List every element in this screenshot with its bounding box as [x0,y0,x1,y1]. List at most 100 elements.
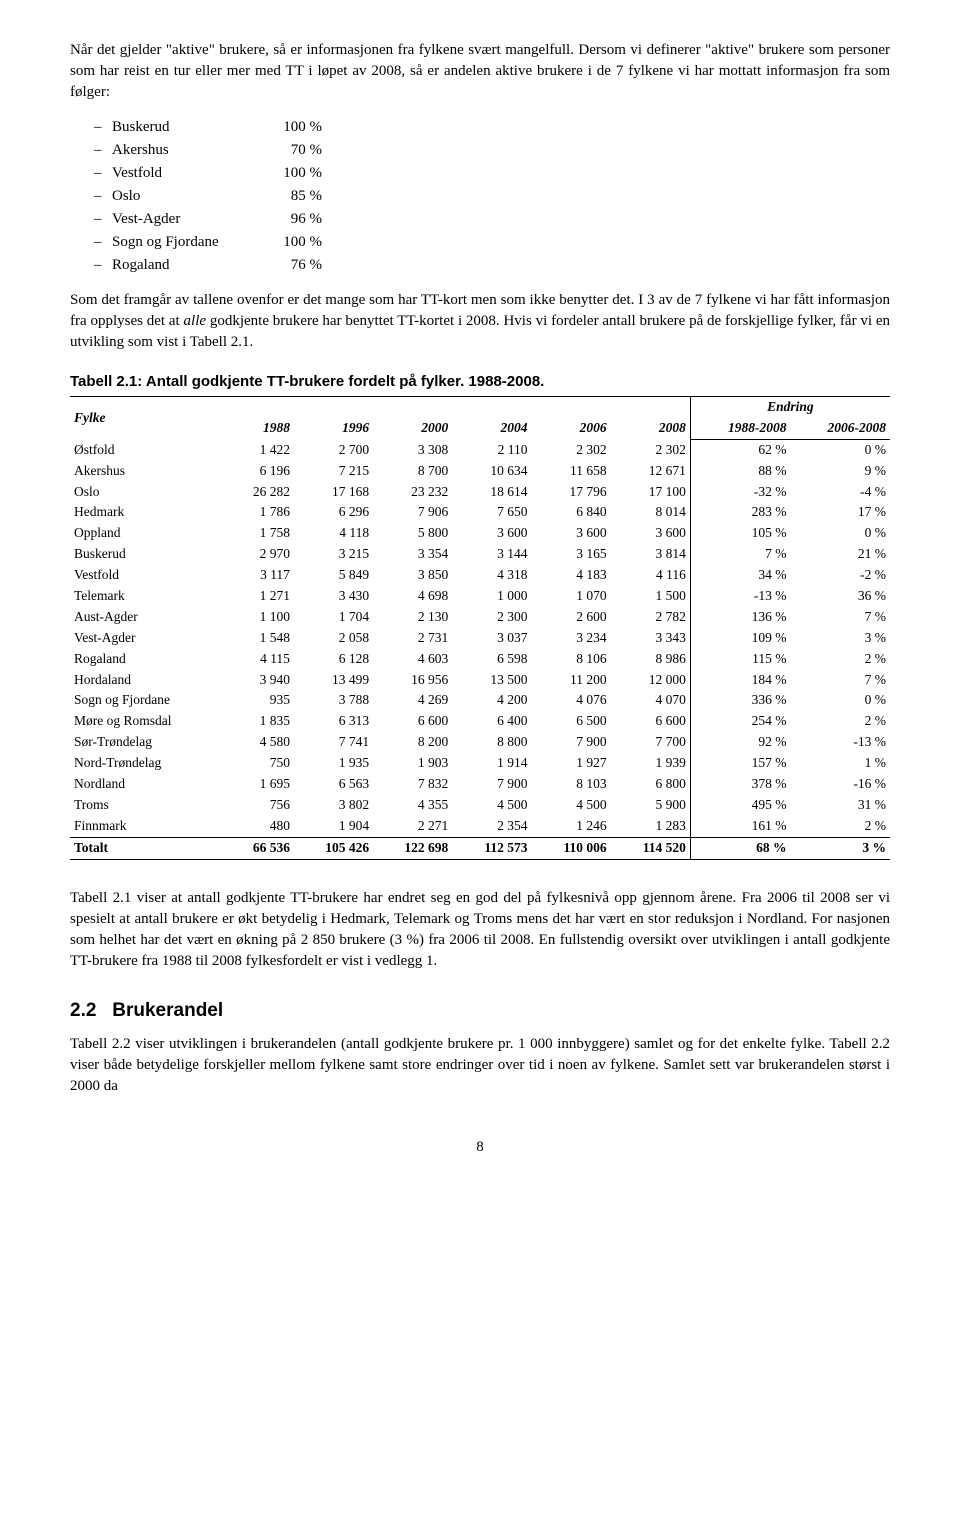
cell-fylke: Hedmark [70,502,215,523]
cell-endring: 9 % [790,461,890,482]
cell-value: 4 603 [373,649,452,670]
cell-endring: 184 % [690,670,790,691]
cell-value: 2 300 [452,607,531,628]
cell-value: 1 904 [294,816,373,837]
cell-value: 1 935 [294,753,373,774]
p2-italic-alle: alle [184,313,207,329]
cell-value: 7 900 [452,774,531,795]
cell-endring-total: 3 % [790,837,890,859]
table-row: Finnmark4801 9042 2712 3541 2461 283161 … [70,816,890,837]
cell-endring: 2 % [790,649,890,670]
cell-value: 1 000 [452,586,531,607]
bullet-dash: – [94,209,112,230]
table-row: Oslo26 28217 16823 23218 61417 79617 100… [70,482,890,503]
cell-fylke: Vest-Agder [70,628,215,649]
cell-value: 4 183 [531,565,610,586]
cell-fylke: Møre og Romsdal [70,711,215,732]
cell-value: 6 600 [611,711,691,732]
section-number: 2.2 [70,1000,96,1021]
table-row: Buskerud2 9703 2153 3543 1443 1653 8147 … [70,544,890,565]
cell-value: 17 796 [531,482,610,503]
bullet-dash: – [94,117,112,138]
bullet-dash: – [94,186,112,207]
cell-endring: 0 % [790,439,890,460]
cell-value: 1 271 [215,586,294,607]
cell-value: 8 800 [452,732,531,753]
cell-endring: 283 % [690,502,790,523]
cell-fylke: Telemark [70,586,215,607]
cell-value: 5 849 [294,565,373,586]
cell-value: 6 128 [294,649,373,670]
cell-value: 13 500 [452,670,531,691]
cell-fylke-total: Totalt [70,837,215,859]
th-2000: 2000 [373,397,452,440]
cell-value: 4 318 [452,565,531,586]
cell-value: 3 215 [294,544,373,565]
cell-fylke: Finnmark [70,816,215,837]
cell-value: 3 814 [611,544,691,565]
bullet-percent: 100 % [262,232,322,253]
cell-value: 1 548 [215,628,294,649]
cell-value: 2 700 [294,439,373,460]
cell-endring: -32 % [690,482,790,503]
cell-value-total: 66 536 [215,837,294,859]
cell-value: 4 580 [215,732,294,753]
cell-value: 4 118 [294,523,373,544]
table-row: Nordland1 6956 5637 8327 9008 1036 80037… [70,774,890,795]
cell-value: 8 700 [373,461,452,482]
cell-value: 1 835 [215,711,294,732]
table-row: Akershus6 1967 2158 70010 63411 65812 67… [70,461,890,482]
cell-value: 3 788 [294,690,373,711]
cell-value: 2 058 [294,628,373,649]
cell-endring: 3 % [790,628,890,649]
bullet-percent: 76 % [262,255,322,276]
cell-value: 1 100 [215,607,294,628]
table-row: Vestfold3 1175 8493 8504 3184 1834 11634… [70,565,890,586]
cell-endring: 254 % [690,711,790,732]
cell-endring: 62 % [690,439,790,460]
cell-endring: 495 % [690,795,790,816]
cell-value: 1 903 [373,753,452,774]
table-row: Hordaland3 94013 49916 95613 50011 20012… [70,670,890,691]
cell-value: 6 196 [215,461,294,482]
table-row: Vest-Agder1 5482 0582 7313 0373 2343 343… [70,628,890,649]
cell-fylke: Nord-Trøndelag [70,753,215,774]
bullet-label: Vestfold [112,163,262,184]
bullet-label: Buskerud [112,117,262,138]
cell-value: 6 600 [373,711,452,732]
bullet-row: –Akershus70 % [94,140,890,161]
cell-value: 6 500 [531,711,610,732]
cell-value: 1 070 [531,586,610,607]
cell-value: 756 [215,795,294,816]
th-fylke: Fylke [70,397,215,440]
cell-value: 3 354 [373,544,452,565]
th-2006: 2006 [531,397,610,440]
cell-value-total: 122 698 [373,837,452,859]
cell-value-total: 105 426 [294,837,373,859]
cell-value: 2 970 [215,544,294,565]
cell-endring: 0 % [790,523,890,544]
th-1988: 1988 [215,397,294,440]
cell-value: 3 144 [452,544,531,565]
cell-value: 2 302 [611,439,691,460]
table-row: Aust-Agder1 1001 7042 1302 3002 6002 782… [70,607,890,628]
cell-value: 3 850 [373,565,452,586]
cell-value: 1 246 [531,816,610,837]
cell-value: 7 741 [294,732,373,753]
cell-fylke: Aust-Agder [70,607,215,628]
cell-fylke: Sogn og Fjordane [70,690,215,711]
cell-endring: 17 % [790,502,890,523]
table-2-1-title: Tabell 2.1: Antall godkjente TT-brukere … [70,371,890,392]
cell-endring: 34 % [690,565,790,586]
cell-endring: 88 % [690,461,790,482]
cell-value-total: 114 520 [611,837,691,859]
cell-value: 8 103 [531,774,610,795]
bullet-percent: 96 % [262,209,322,230]
cell-fylke: Akershus [70,461,215,482]
cell-value: 1 914 [452,753,531,774]
cell-value: 2 354 [452,816,531,837]
bullet-label: Vest-Agder [112,209,262,230]
cell-value: 1 786 [215,502,294,523]
cell-endring: 378 % [690,774,790,795]
cell-value: 2 731 [373,628,452,649]
